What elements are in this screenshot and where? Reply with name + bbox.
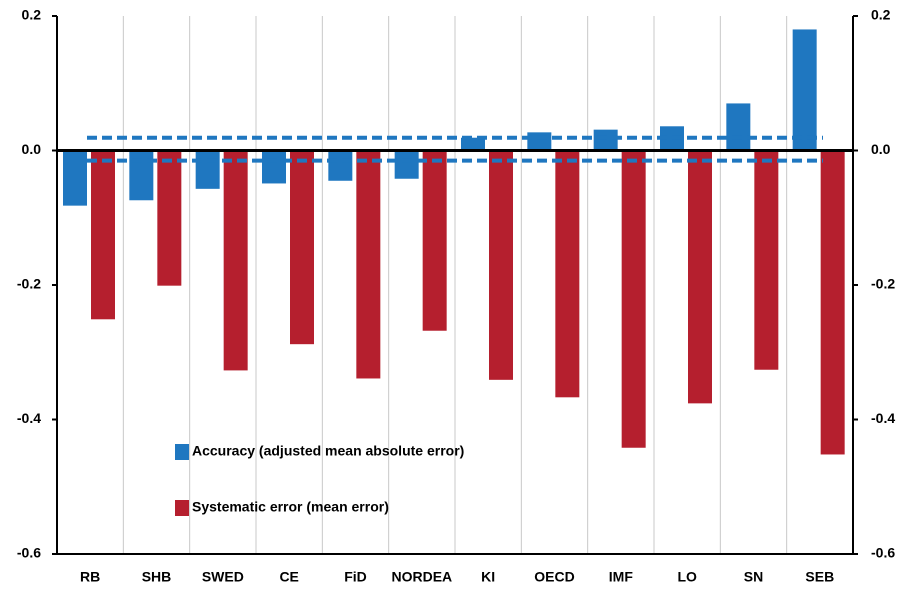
x-tick-label: IMF [609,569,634,585]
bar [688,150,712,404]
x-tick-label: RB [80,569,100,585]
bar [527,132,552,151]
bar [593,129,618,151]
bar [290,150,314,345]
bar [157,150,182,286]
bar [621,150,646,448]
y2-tick-label: 0.2 [871,7,891,23]
legend-label: Accuracy (adjusted mean absolute error) [192,443,464,459]
x-tick-label: LO [677,569,697,585]
x-tick-label: FiD [344,569,367,585]
bar [328,150,353,181]
x-tick-label: NORDEA [391,569,452,585]
x-tick-label: SN [744,569,763,585]
x-tick-label: SHB [142,569,172,585]
y2-tick-label: -0.6 [871,545,895,561]
bar [195,150,220,189]
legend-swatch [175,444,189,460]
x-tick-label: SWED [202,569,244,585]
bar [91,150,115,320]
bar [461,137,485,151]
x-tick-label: KI [481,569,495,585]
bar [820,150,845,455]
x-tick-label: OECD [534,569,574,585]
bar [356,150,381,379]
bar [792,29,817,151]
y2-tick-label: -0.2 [871,276,895,292]
bar [726,103,751,151]
bar [754,150,779,370]
bar [489,150,513,380]
bar [129,150,154,201]
y2-tick-label: -0.4 [871,410,895,426]
y-tick-label: -0.2 [17,276,41,292]
bar [555,150,580,398]
bar [394,150,419,179]
bar [262,150,286,184]
legend-swatch [175,500,189,516]
bar [223,150,248,371]
y-tick-label: -0.4 [17,410,41,426]
bar [63,150,87,206]
y-tick-label: 0.2 [22,7,42,23]
x-tick-label: SEB [805,569,834,585]
legend-label: Systematic error (mean error) [192,499,389,515]
y-tick-label: 0.0 [22,141,42,157]
y-tick-label: -0.6 [17,545,41,561]
bar [422,150,447,331]
y2-tick-label: 0.0 [871,141,891,157]
x-tick-label: CE [279,569,298,585]
